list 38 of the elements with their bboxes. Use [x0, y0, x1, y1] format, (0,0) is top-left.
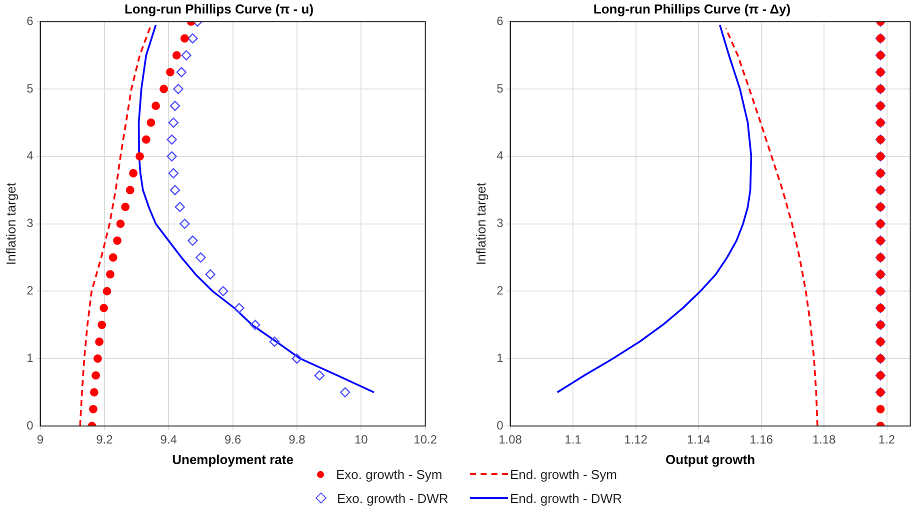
x-tick-label: 10.2 — [414, 432, 438, 447]
legend-label: Exo. growth - Sym — [336, 466, 442, 482]
legend-label: End. growth - Sym — [510, 466, 617, 482]
y-tick-label: 6 — [26, 14, 34, 28]
y-tick-label: 0 — [26, 418, 34, 432]
y-tick-label: 2 — [496, 284, 504, 298]
y-tick-label: 5 — [26, 81, 34, 96]
x-tick-label: 1.18 — [812, 432, 836, 447]
y-tick-label: 3 — [496, 216, 504, 230]
x-tick-label: 9.8 — [288, 432, 306, 447]
x-tick-label: 1.2 — [878, 432, 896, 447]
y-tick-label: 1 — [496, 350, 504, 365]
y-tick-label: 6 — [496, 14, 504, 28]
x-tick-label: 10 — [354, 432, 368, 447]
x-tick-label: 1.08 — [498, 432, 522, 447]
chart-title: Long-run Phillips Curve (π - u) — [124, 1, 314, 16]
y-tick-label: 0 — [496, 418, 504, 432]
legend-label: Exo. growth - DWR — [337, 490, 448, 506]
x-tick-label: 9.2 — [96, 432, 114, 447]
y-axis-title: Inflation target — [3, 182, 18, 265]
y-tick-label: 5 — [496, 81, 504, 96]
y-tick-label: 2 — [26, 284, 34, 298]
x-tick-label: 1.1 — [564, 432, 582, 447]
x-tick-label: 9 — [36, 432, 44, 447]
x-tick-label: 9.6 — [224, 432, 242, 447]
y-axis-title: Inflation target — [473, 182, 488, 265]
y-tick-label: 3 — [26, 216, 34, 230]
x-axis-title: Unemployment rate — [172, 452, 294, 467]
x-tick-label: 1.14 — [686, 432, 711, 447]
x-tick-label: 9.4 — [160, 432, 178, 447]
chart-title: Long-run Phillips Curve (π - Δy) — [593, 1, 791, 16]
x-axis-title: Output growth — [666, 452, 756, 467]
legend-label: End. growth - DWR — [510, 490, 622, 506]
y-tick-label: 4 — [26, 148, 34, 163]
y-tick-label: 1 — [26, 350, 34, 365]
x-tick-label: 1.12 — [624, 432, 648, 447]
y-tick-label: 4 — [496, 148, 504, 163]
x-tick-label: 1.16 — [750, 432, 774, 447]
